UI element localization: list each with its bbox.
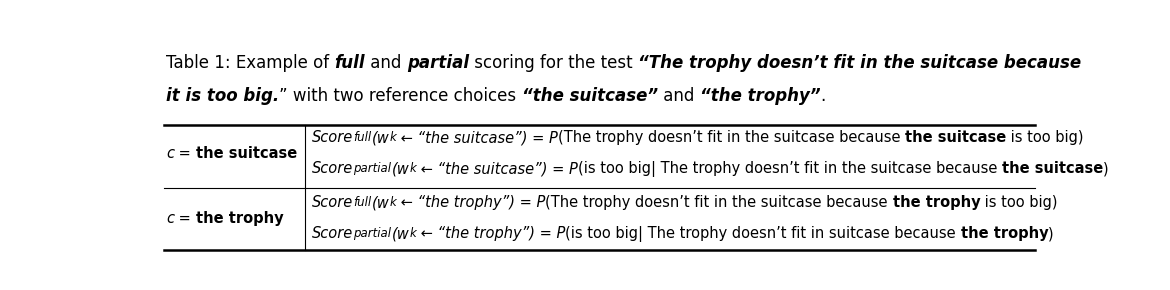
Text: the suitcase: the suitcase — [195, 146, 297, 161]
Text: and: and — [365, 54, 407, 72]
Text: scoring for the test: scoring for the test — [469, 54, 638, 72]
Text: “the suitcase”: “the suitcase” — [522, 87, 658, 105]
Text: it is too big.: it is too big. — [166, 87, 280, 105]
Text: (w: (w — [372, 195, 390, 210]
Text: k: k — [390, 131, 397, 144]
Text: full: full — [353, 131, 372, 144]
Text: Score: Score — [312, 226, 353, 241]
Text: ← “the trophy”) = P: ← “the trophy”) = P — [417, 226, 565, 241]
Text: Score: Score — [312, 161, 353, 176]
Text: =: = — [174, 211, 195, 226]
Text: Score: Score — [312, 195, 353, 210]
Text: (is too big| The trophy doesn’t fit in suitcase because: (is too big| The trophy doesn’t fit in s… — [565, 226, 961, 242]
Text: (w: (w — [392, 161, 410, 176]
Text: k: k — [410, 227, 417, 240]
Text: the trophy: the trophy — [961, 226, 1048, 241]
Text: (w: (w — [392, 226, 410, 241]
Text: is too big): is too big) — [980, 195, 1058, 210]
Text: ): ) — [1103, 161, 1109, 176]
Text: the trophy: the trophy — [195, 211, 283, 226]
Text: partial: partial — [407, 54, 469, 72]
Text: ← “the suitcase”) = P: ← “the suitcase”) = P — [397, 130, 558, 146]
Text: the suitcase: the suitcase — [906, 130, 1006, 146]
Text: k: k — [410, 162, 417, 175]
Text: (The trophy doesn’t fit in the suitcase because: (The trophy doesn’t fit in the suitcase … — [558, 130, 906, 146]
Text: “the trophy”: “the trophy” — [700, 87, 820, 105]
Text: ← “the suitcase”) = P: ← “the suitcase”) = P — [417, 161, 578, 176]
Text: k: k — [390, 196, 397, 209]
Text: Score: Score — [312, 130, 353, 146]
Text: (w: (w — [372, 130, 390, 146]
Text: (The trophy doesn’t fit in the suitcase because: (The trophy doesn’t fit in the suitcase … — [545, 195, 893, 210]
Text: full: full — [353, 196, 372, 209]
Text: Table 1: Example of: Table 1: Example of — [166, 54, 335, 72]
Text: partial: partial — [353, 162, 392, 175]
Text: ← “the trophy”) = P: ← “the trophy”) = P — [397, 195, 545, 210]
Text: c: c — [166, 146, 174, 161]
Text: the trophy: the trophy — [893, 195, 980, 210]
Text: ): ) — [1048, 226, 1054, 241]
Text: full: full — [335, 54, 365, 72]
Text: .: . — [820, 87, 826, 105]
Text: ” with two reference choices: ” with two reference choices — [280, 87, 522, 105]
Text: partial: partial — [353, 227, 392, 240]
Text: the suitcase: the suitcase — [1002, 161, 1103, 176]
Text: c: c — [166, 211, 174, 226]
Text: (is too big| The trophy doesn’t fit in the suitcase because: (is too big| The trophy doesn’t fit in t… — [578, 161, 1002, 177]
Text: and: and — [658, 87, 700, 105]
Text: =: = — [174, 146, 195, 161]
Text: is too big): is too big) — [1006, 130, 1083, 146]
Text: “The trophy doesn’t fit in the suitcase because: “The trophy doesn’t fit in the suitcase … — [638, 54, 1081, 72]
